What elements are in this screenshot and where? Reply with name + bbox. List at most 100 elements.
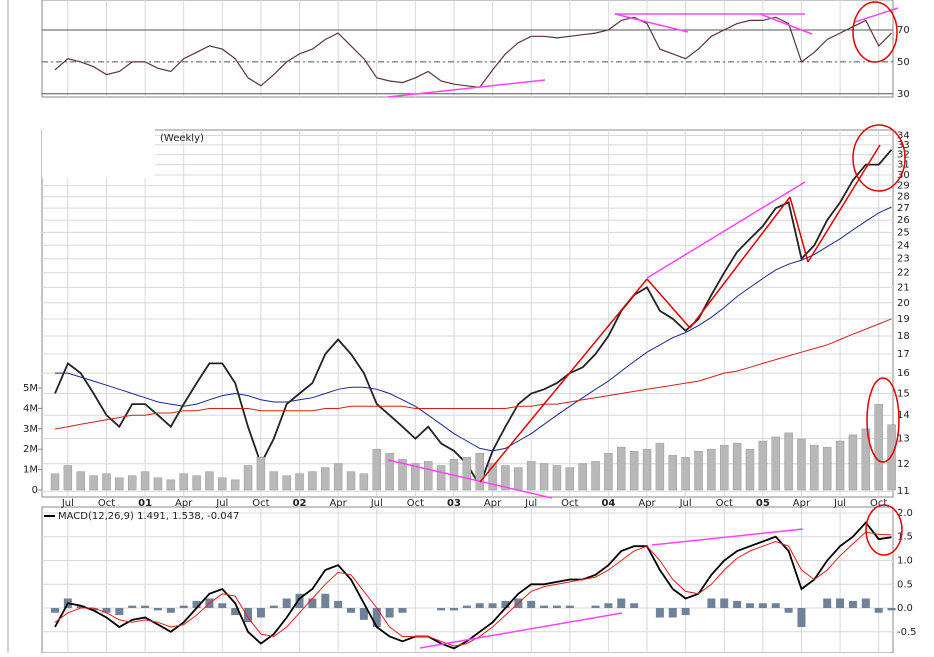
x-tick-label: Oct (407, 498, 424, 509)
x-tick-label: Oct (98, 498, 115, 509)
volume-bar (127, 475, 137, 491)
histogram-bar (282, 598, 291, 609)
histogram-bar (874, 608, 883, 613)
volume-bar (192, 475, 201, 491)
volume-bar (475, 453, 484, 491)
volume-bar (604, 453, 613, 491)
trend-line (807, 144, 881, 263)
volume-bar (76, 471, 85, 491)
x-tick-label: 05 (756, 498, 770, 509)
histogram-bar (488, 603, 497, 609)
histogram-bar (51, 608, 59, 613)
histogram-bar (733, 600, 742, 609)
histogram-bar (244, 608, 253, 623)
trend-line (387, 459, 553, 499)
histogram-bar (462, 605, 471, 609)
histogram-bar (630, 603, 639, 609)
line (54, 318, 892, 430)
y-tick-label: 0.0 (897, 603, 913, 614)
histogram-bar (115, 608, 124, 616)
y-tick-label: 5M (23, 383, 38, 394)
histogram-bar (681, 608, 690, 616)
highlight-circle (865, 504, 903, 556)
x-tick-label: 02 (293, 498, 307, 509)
volume-bar (771, 436, 780, 491)
x-tick-label: Apr (484, 498, 502, 509)
x-tick-label: 01 (138, 498, 152, 509)
histogram-bar (76, 605, 85, 609)
trend-line (689, 196, 791, 329)
y-tick-label: 14 (897, 410, 910, 421)
volume-bar (462, 457, 472, 491)
volume-bar (218, 477, 227, 491)
volume-bar (681, 457, 690, 491)
trend-line (387, 79, 546, 98)
histogram-bar (372, 608, 381, 628)
volume-bar (359, 473, 369, 491)
histogram-bar (437, 608, 446, 611)
volume-bar (514, 467, 523, 491)
histogram-bar (321, 593, 330, 609)
y-tick-label: 2.0 (897, 508, 913, 519)
y-tick-label: 0.5 (897, 579, 913, 590)
y-tick-label: 30 (897, 170, 910, 181)
histogram-bar (527, 600, 536, 609)
volume-bar (526, 461, 536, 491)
y-tick-label: 1M (23, 465, 38, 476)
volume-bar (887, 424, 896, 491)
volume-bar (668, 455, 678, 491)
volume-bar (732, 442, 742, 491)
x-tick-label: 04 (601, 498, 615, 509)
x-tick-label: Jul (370, 498, 383, 509)
volume-bar (333, 463, 343, 491)
histogram-bar (617, 598, 626, 609)
volume-bar (230, 479, 240, 491)
histogram-bar (797, 608, 806, 628)
x-tick-label: Apr (793, 498, 811, 509)
volume-bar (372, 448, 381, 491)
volume-bar (848, 434, 858, 491)
x-tick-label: Jul (524, 498, 537, 509)
volume-bar (423, 461, 433, 491)
x-tick-label: Oct (561, 498, 578, 509)
volume-bar (153, 477, 163, 491)
histogram-bar (192, 600, 201, 609)
x-tick-label: Oct (716, 498, 733, 509)
histogram-bar (179, 605, 188, 609)
x-tick-label: Apr (175, 498, 193, 509)
histogram-bar (449, 608, 458, 611)
volume-bar (874, 404, 883, 491)
volume-bar (629, 450, 639, 491)
histogram-bar (655, 608, 664, 618)
volume-bar (835, 440, 845, 491)
y-tick-label: 70 (897, 25, 910, 36)
histogram-bar (89, 608, 98, 611)
histogram-bar (745, 603, 754, 609)
x-tick-label: Jul (833, 498, 846, 509)
volume-bar (552, 465, 562, 491)
y-tick-label: 12 (897, 459, 910, 470)
volume-bar (256, 457, 266, 491)
histogram-bar (552, 605, 561, 609)
histogram-bar (218, 603, 227, 609)
y-tick-label: 34 (897, 131, 910, 142)
line (54, 149, 893, 488)
y-tick-label: 17 (897, 349, 910, 360)
y-tick-label: 50 (897, 57, 910, 68)
volume-bar (591, 461, 600, 491)
volume-bar (295, 473, 304, 491)
histogram-bar (565, 605, 574, 609)
volume-bar (166, 479, 176, 491)
volume-bar (655, 442, 665, 491)
histogram-bar (720, 598, 729, 609)
volume-bar (822, 446, 832, 491)
y-tick-label: 1.5 (897, 532, 913, 543)
histogram-bar (848, 600, 857, 609)
volume-bar (436, 465, 446, 491)
x-tick-label: Jul (215, 498, 228, 509)
y-tick-label: 25 (897, 227, 910, 238)
y-tick-label: 15 (897, 388, 910, 399)
line (54, 531, 892, 647)
volume-bar (269, 471, 279, 491)
